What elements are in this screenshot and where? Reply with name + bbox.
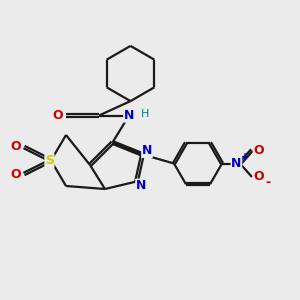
Text: N: N <box>124 109 134 122</box>
Text: O: O <box>10 140 21 154</box>
Text: H: H <box>140 109 149 119</box>
Text: -: - <box>266 176 271 189</box>
Text: O: O <box>52 109 63 122</box>
Text: O: O <box>253 143 264 157</box>
Text: N: N <box>136 179 146 192</box>
Text: O: O <box>10 167 21 181</box>
Text: N: N <box>231 157 242 170</box>
Text: S: S <box>45 154 54 167</box>
Text: N: N <box>142 144 152 158</box>
Text: O: O <box>253 170 264 184</box>
Text: +: + <box>241 152 249 162</box>
